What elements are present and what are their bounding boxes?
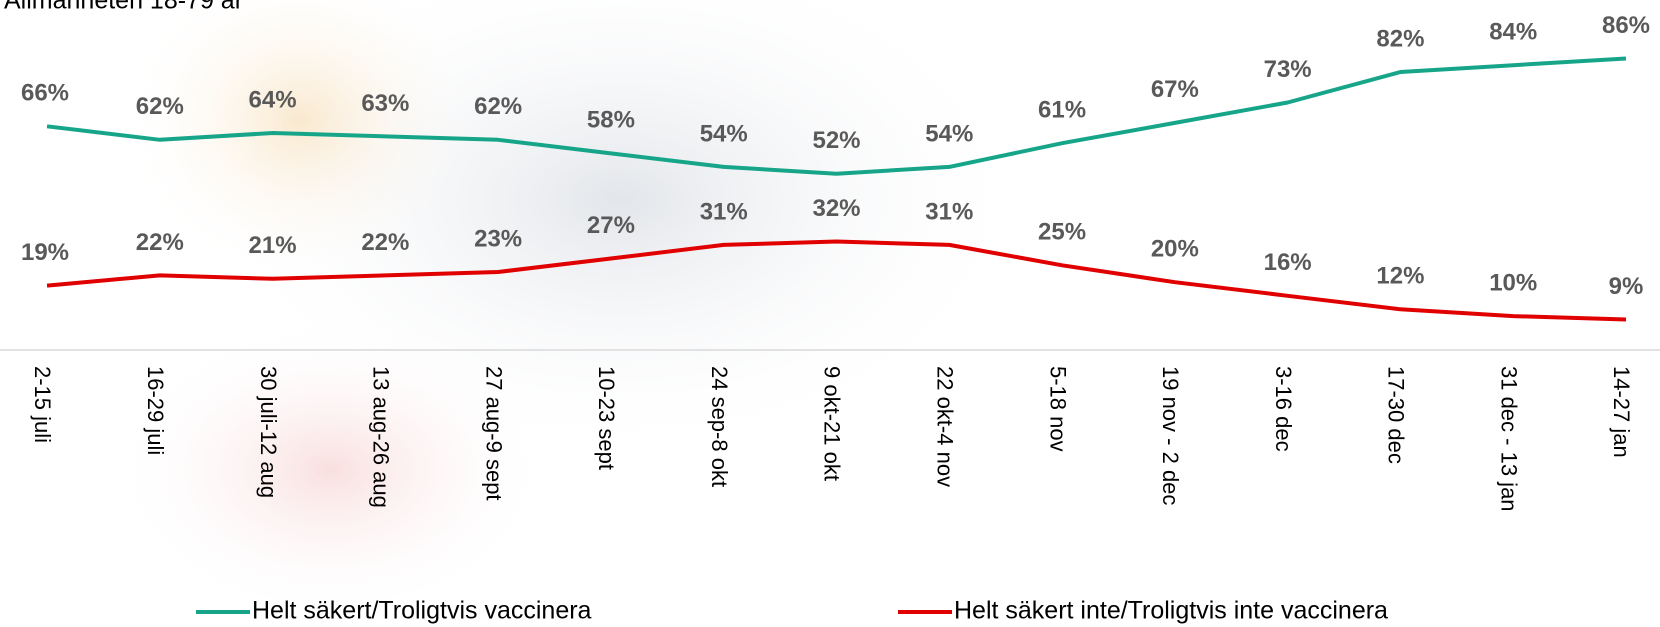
x-tick-label: 13 aug-26 aug: [369, 366, 394, 508]
data-label: 82%: [1376, 25, 1424, 52]
x-tick-label: 22 okt-4 nov: [932, 366, 957, 487]
data-label: 16%: [1264, 249, 1312, 276]
x-tick-label: 3-16 dec: [1271, 366, 1296, 452]
data-label: 58%: [587, 107, 635, 134]
data-label: 61%: [1038, 97, 1086, 124]
x-tick-label: 10-23 sept: [594, 366, 619, 470]
data-label: 54%: [700, 120, 748, 147]
data-label: 86%: [1602, 12, 1650, 39]
x-tick-label: 16-29 juli: [143, 366, 168, 455]
data-label: 22%: [136, 229, 184, 256]
data-label: 84%: [1489, 19, 1537, 46]
data-label: 54%: [925, 120, 973, 147]
legend-label: Helt säkert inte/Troligtvis inte vaccine…: [954, 597, 1388, 625]
subtitle: Allmänheten 18-79 år: [4, 0, 243, 15]
x-tick-label: 14-27 jan: [1609, 366, 1634, 458]
x-tick-label: 5-18 nov: [1045, 366, 1070, 452]
x-tick-label: 24 sep-8 okt: [707, 366, 732, 487]
data-label: 32%: [812, 195, 860, 222]
data-label: 31%: [700, 198, 748, 225]
data-label: 67%: [1151, 76, 1199, 103]
data-label: 27%: [587, 212, 635, 239]
data-label: 19%: [21, 239, 69, 266]
data-label: 10%: [1489, 269, 1537, 296]
data-label: 73%: [1264, 56, 1312, 83]
data-label: 31%: [925, 198, 973, 225]
x-tick-label: 31 dec - 13 jan: [1496, 366, 1521, 512]
x-tick-label: 30 juli-12 aug: [256, 366, 281, 498]
x-tick-label: 27 aug-9 sept: [481, 366, 506, 501]
x-tick-label: 17-30 dec: [1384, 366, 1409, 464]
data-label: 25%: [1038, 219, 1086, 246]
data-label: 23%: [474, 225, 522, 252]
data-label: 9%: [1609, 273, 1644, 300]
data-label: 21%: [249, 232, 297, 259]
data-label: 62%: [136, 93, 184, 120]
data-label: 63%: [361, 90, 409, 117]
data-label: 20%: [1151, 236, 1199, 263]
data-label: 64%: [249, 86, 297, 113]
data-label: 62%: [474, 93, 522, 120]
page: {"chart_data": {"type": "line", "subtitl…: [0, 0, 1660, 627]
legend-label: Helt säkert/Troligtvis vaccinera: [252, 597, 592, 625]
data-label: 66%: [21, 80, 69, 107]
x-tick-label: 9 okt-21 okt: [820, 366, 845, 481]
data-label: 22%: [361, 229, 409, 256]
x-tick-label: 2-15 juli: [30, 366, 55, 443]
x-tick-label: 19 nov - 2 dec: [1158, 366, 1183, 505]
chart: Allmänheten 18-79 år 2-15 juli 16-29 juli…: [0, 0, 1660, 627]
data-label: 52%: [812, 127, 860, 154]
data-label: 12%: [1376, 263, 1424, 290]
